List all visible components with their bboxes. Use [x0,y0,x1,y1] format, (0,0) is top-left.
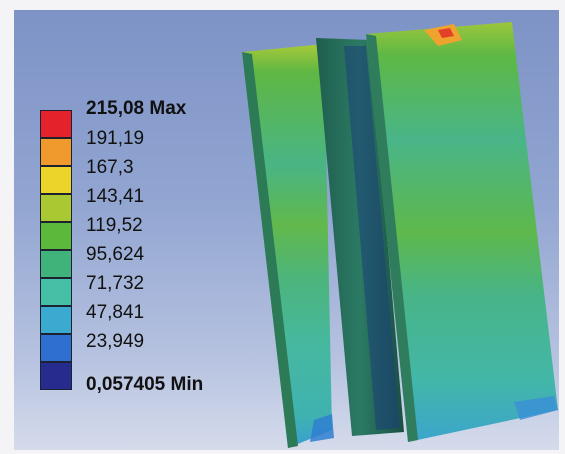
legend-swatch-7 [40,306,72,334]
legend-swatch-0 [40,110,72,138]
low-stress-zone [310,414,334,442]
left-plate [242,44,332,448]
legend-swatch-9 [40,362,72,390]
legend-swatch-5 [40,250,72,278]
legend-label-5: 95,624 [86,244,145,265]
stress-hotspot-core [438,28,454,38]
legend-swatch-6 [40,278,72,306]
right-plate [366,22,558,442]
legend-label-6: 71,732 [86,273,145,294]
left-plate-edge [242,52,298,448]
legend-label-min: 0,057405 Min [86,374,204,395]
central-web-inner [344,46,400,430]
legend-swatch-1 [40,138,72,166]
right-plate-edge [366,34,418,442]
legend-swatch-2 [40,166,72,194]
low-stress-zone-right [514,396,558,420]
legend-swatch-4 [40,222,72,250]
legend-label-7: 47,841 [86,302,145,323]
simulation-viewport[interactable]: 215,08 Max 191,19 167,3 143,41 119,52 95… [14,10,559,450]
legend-swatch-8 [40,334,72,362]
legend-label-3: 143,41 [86,186,145,207]
stress-legend: 215,08 Max 191,19 167,3 143,41 119,52 95… [40,98,290,406]
legend-swatch-3 [40,194,72,222]
legend-label-1: 191,19 [86,128,145,149]
legend-label-4: 119,52 [86,215,143,236]
deformed-plate-model [242,22,558,448]
legend-label-2: 167,3 [86,157,134,178]
legend-label-max: 215,08 Max [86,98,187,119]
legend-label-8: 23,949 [86,331,145,352]
